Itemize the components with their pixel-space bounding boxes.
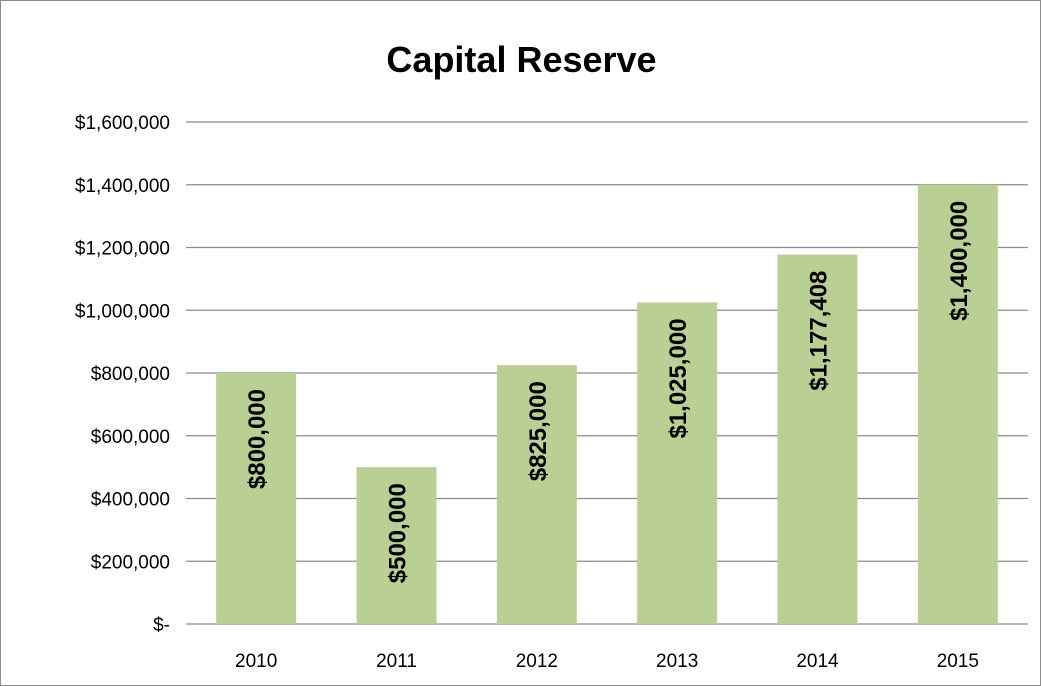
bar-value-label: $1,177,408 (806, 271, 833, 391)
y-tick-label: $1,600,000 (75, 113, 170, 134)
x-tick-label: 2013 (656, 651, 698, 672)
x-tick-label: 2010 (235, 651, 277, 672)
bar-value-label: $500,000 (385, 483, 412, 583)
bar-value-label: $825,000 (525, 381, 552, 481)
bar-value-label: $1,025,000 (665, 318, 692, 438)
y-tick-label: $400,000 (91, 490, 170, 511)
y-tick-label: $1,000,000 (75, 301, 170, 322)
bar-2011 (356, 467, 437, 624)
y-tick-label: $800,000 (91, 364, 170, 385)
x-tick-label: 2014 (796, 651, 839, 672)
bar-2013 (637, 302, 718, 624)
bar-2010 (216, 373, 297, 624)
chart-title: Capital Reserve (386, 39, 657, 80)
bar-value-label: $800,000 (244, 389, 271, 489)
y-tick-label: $1,400,000 (75, 176, 170, 197)
y-tick-label: $- (153, 615, 170, 636)
y-tick-label: $600,000 (91, 427, 170, 448)
y-tick-label: $1,200,000 (75, 239, 170, 260)
bar-2015 (917, 184, 998, 624)
y-tick-label: $200,000 (91, 552, 170, 573)
bar-2012 (496, 365, 577, 624)
bar-2014 (777, 254, 858, 624)
x-tick-label: 2011 (376, 651, 417, 672)
bar-value-label: $1,400,000 (946, 201, 973, 321)
x-tick-label: 2012 (516, 651, 558, 672)
x-tick-label: 2015 (937, 651, 979, 672)
